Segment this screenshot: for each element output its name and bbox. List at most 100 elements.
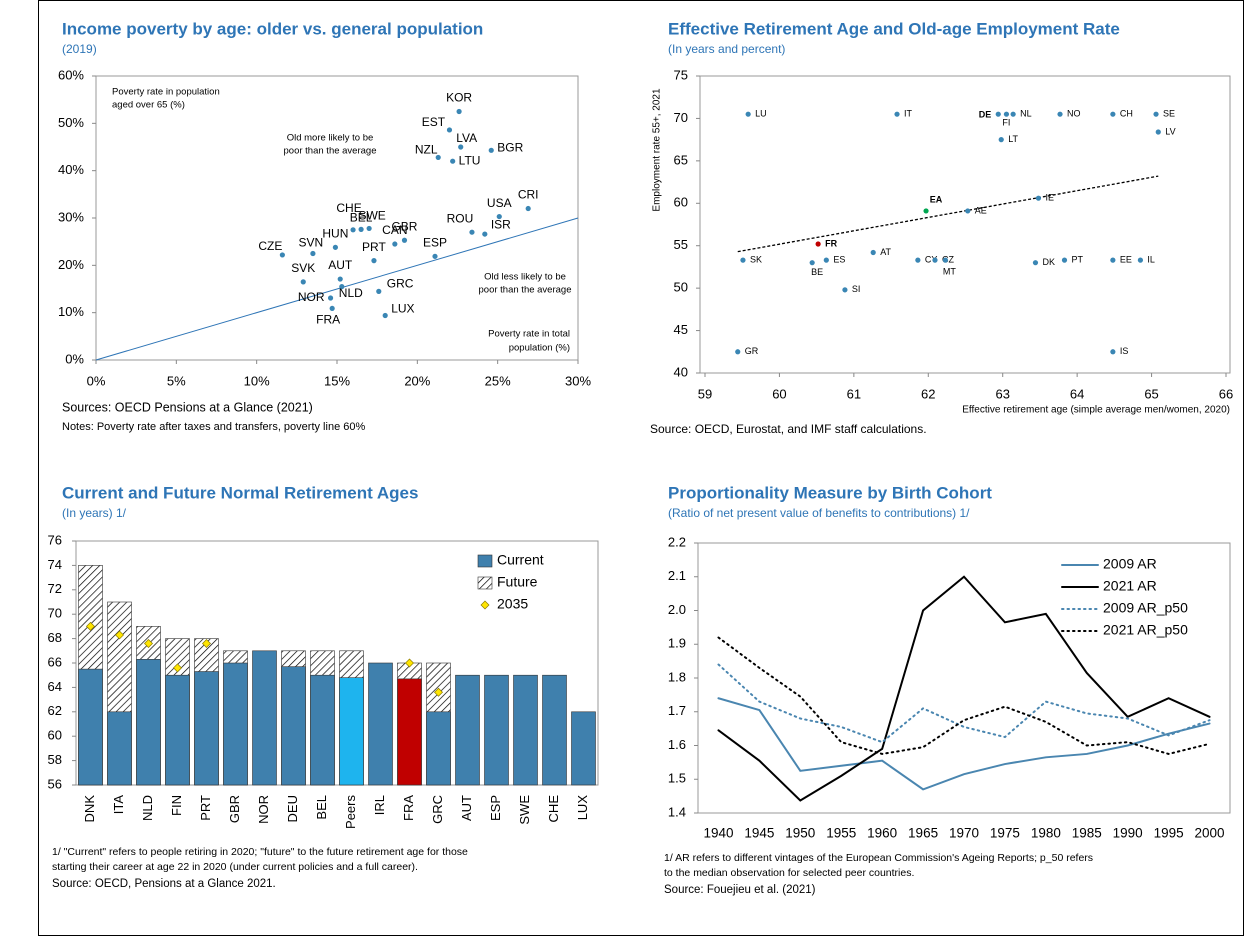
x-tick-label: 1960 [867, 826, 897, 841]
point-label: IT [904, 109, 913, 119]
x-tick-label: AUT [459, 795, 474, 821]
x-tick-label: DEU [285, 795, 300, 822]
x-tick-label: 60 [772, 386, 786, 401]
x-tick-label: 0% [87, 373, 106, 388]
y-tick-label: 20% [58, 257, 84, 272]
point [337, 276, 343, 282]
bar-current [571, 711, 596, 786]
point [300, 279, 306, 285]
y-tick-label: 76 [48, 532, 62, 547]
point-label: GRC [387, 277, 414, 291]
trend-line [737, 175, 1159, 253]
point-label: KOR [446, 91, 472, 105]
point [1153, 111, 1159, 117]
point [371, 258, 377, 264]
x-tick-label: NOR [256, 795, 271, 824]
point-label: AT [880, 247, 891, 257]
point-label: LT [1008, 134, 1018, 144]
note-line: aged over 65 (%) [112, 100, 185, 111]
x-tick-label: GBR [227, 795, 242, 823]
panel-subtitle: (In years and percent) [668, 42, 785, 56]
point-label: SWE [358, 209, 385, 223]
point [1110, 349, 1116, 355]
note-line: Old more likely to be [287, 133, 374, 144]
point [815, 241, 821, 247]
x-tick-label: 64 [1070, 386, 1084, 401]
point-label: NOR [298, 290, 325, 304]
point-label: ISR [491, 217, 511, 231]
bar-current [484, 674, 509, 786]
legend-swatch [477, 576, 493, 590]
point-label: SI [852, 284, 861, 294]
point [382, 312, 388, 319]
point [1061, 257, 1068, 263]
point-label: FRA [316, 313, 340, 327]
panel-title: Current and Future Normal Retirement Age… [62, 483, 418, 502]
x-tick-label: 1955 [826, 826, 856, 841]
bar-current [78, 668, 103, 786]
point [1137, 257, 1144, 263]
series-line [717, 697, 1211, 791]
y-tick-label: 72 [48, 581, 62, 596]
bar-current [339, 677, 364, 786]
x-tick-label: 1950 [785, 826, 815, 841]
x-tick-label: 30% [565, 373, 591, 388]
x-tick-label: 1965 [908, 826, 938, 841]
note-line: Old less likely to be [484, 272, 566, 283]
point [842, 287, 848, 293]
point [310, 250, 316, 257]
point-label: LTU [459, 153, 481, 167]
x-tick-label: 62 [921, 386, 935, 401]
marker-2035 [405, 658, 414, 668]
x-tick-label: IRL [372, 795, 387, 815]
x-tick-label: NLD [140, 795, 155, 821]
point [358, 226, 364, 232]
x-tick-label: 65 [1144, 386, 1158, 401]
point [809, 260, 815, 266]
legend-label: 2035 [497, 596, 528, 612]
point-label: CAN [382, 223, 407, 237]
bar-current [252, 650, 277, 786]
y-tick-label: 0% [65, 351, 84, 366]
source: Source: OECD, Pensions at a Glance 2021. [52, 878, 276, 890]
x-tick-label: 25% [485, 373, 511, 388]
point [965, 208, 971, 214]
panel-title: Effective Retirement Age and Old-age Emp… [668, 19, 1120, 38]
legend-label: 2021 AR_p50 [1103, 622, 1188, 638]
x-tick-label: 61 [847, 386, 861, 401]
bar-current [426, 711, 451, 786]
point-label: ROU [447, 211, 474, 225]
x-tick-label: 10% [244, 373, 270, 388]
y-tick-label: 1.8 [668, 669, 686, 684]
point-label: FI [1002, 118, 1010, 128]
point [1155, 129, 1161, 135]
panel-subtitle: (2019) [62, 42, 97, 56]
bar-current [397, 678, 422, 786]
x-tick-label: FRA [401, 795, 416, 821]
point [1032, 260, 1039, 266]
point [401, 237, 408, 243]
series-line [717, 575, 1211, 802]
note-line: population (%) [509, 343, 570, 354]
y-tick-label: 60% [58, 67, 84, 82]
y-tick-label: 64 [48, 679, 62, 694]
legend-label: Future [497, 574, 538, 590]
x-tick-label: Peers [343, 795, 358, 829]
point [456, 108, 462, 115]
point [279, 252, 285, 258]
source: Sources: OECD Pensions at a Glance (2021… [62, 400, 313, 414]
marker-2035 [202, 638, 211, 648]
point-label: GBR [391, 219, 417, 233]
point-label: ES [833, 255, 845, 265]
note-line: Poverty rate in total [488, 329, 570, 340]
point [942, 257, 949, 263]
y-tick-label: 50 [674, 280, 688, 295]
point-label: EST [422, 115, 446, 129]
y-tick-label: 58 [48, 752, 62, 767]
point-label: NZL [415, 143, 438, 157]
point-label: SVN [299, 236, 324, 250]
point-label: FR [825, 238, 837, 248]
point-label: AE [975, 205, 987, 215]
y-tick-label: 40 [674, 364, 688, 379]
